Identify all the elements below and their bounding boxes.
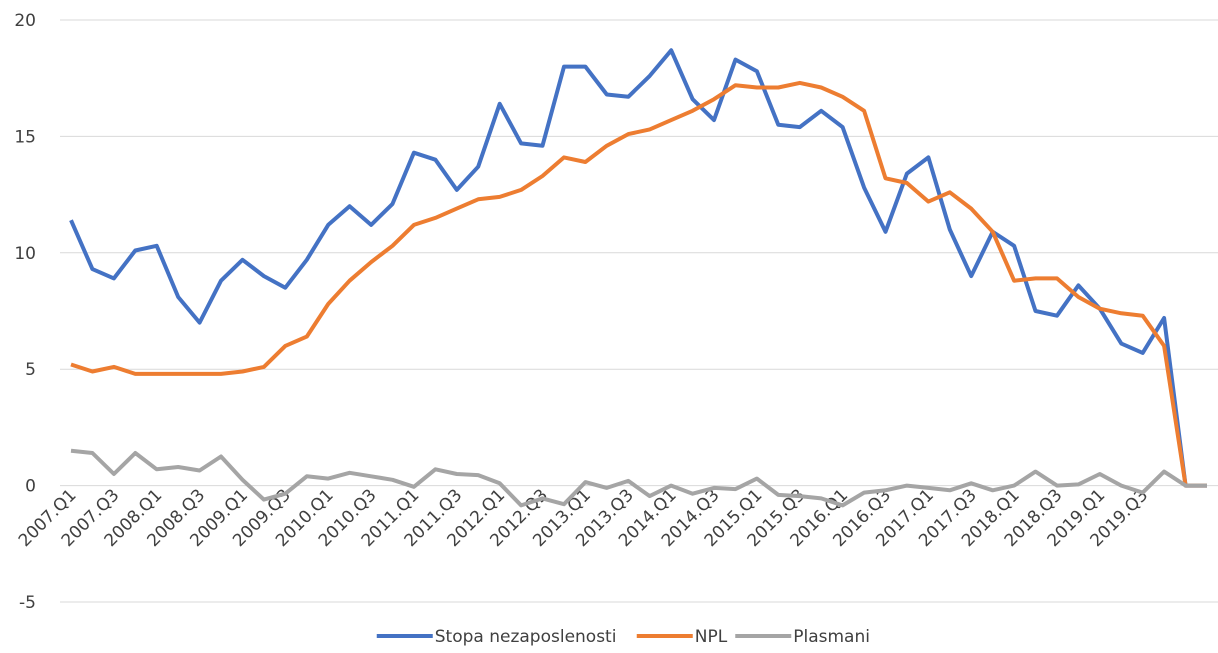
- series-line: [69, 48, 1207, 488]
- y-tick-label: 15: [14, 127, 36, 147]
- y-tick-label: 20: [14, 11, 36, 31]
- y-tick-label: 0: [25, 477, 36, 497]
- legend-label: NPL: [695, 627, 728, 647]
- y-tick-label: 5: [25, 360, 36, 380]
- series-line: [70, 80, 1207, 488]
- series-line: [70, 448, 1207, 508]
- y-tick-label: -5: [19, 593, 36, 613]
- legend-label: Stopa nezaposlenosti: [435, 627, 617, 647]
- y-tick-label: 10: [14, 244, 36, 264]
- legend-label: Plasmani: [793, 627, 870, 647]
